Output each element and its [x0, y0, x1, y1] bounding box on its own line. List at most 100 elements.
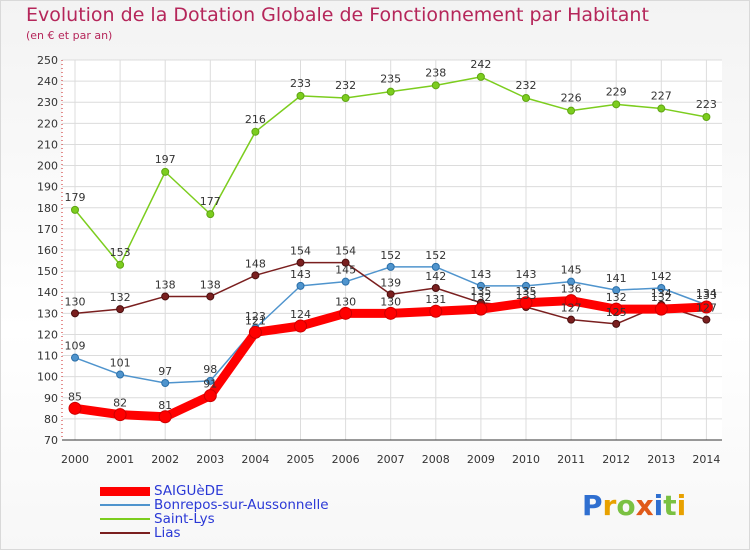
- y-tick-label: 100: [37, 371, 58, 384]
- data-label-lias: 138: [200, 278, 221, 291]
- data-point-lias: [116, 305, 125, 314]
- chart-title: Evolution de la Dotation Globale de Fonc…: [26, 4, 649, 26]
- data-point-lias: [296, 258, 305, 267]
- legend-item-lias: Lias: [100, 525, 329, 541]
- data-point-saint-lys: [431, 81, 440, 90]
- data-point-lias: [161, 292, 170, 301]
- data-label-saigu-de: 85: [68, 390, 82, 403]
- legend-item-bonrepos-sur-aussonnelle: Bonrepos-sur-Aussonnelle: [100, 497, 329, 513]
- data-label-bonrepos-sur-aussonnelle: 143: [290, 268, 311, 281]
- chart-legend: SAIGUèDE Bonrepos-sur-Aussonnelle Saint-Ly…: [100, 483, 329, 541]
- x-tick-label: 2006: [332, 453, 360, 466]
- data-point-lias: [431, 284, 440, 292]
- legend-label: Lias: [154, 525, 181, 541]
- data-label-saint-lys: 223: [696, 98, 717, 111]
- y-tick-label: 120: [37, 328, 58, 341]
- data-label-saigu-de: 91: [203, 378, 217, 391]
- data-point-lias: [702, 315, 711, 324]
- data-label-bonrepos-sur-aussonnelle: 145: [335, 264, 356, 277]
- x-tick-label: 2010: [512, 453, 540, 466]
- x-tick-label: 2000: [61, 453, 89, 466]
- data-point-bonrepos-sur-aussonnelle: [386, 262, 395, 271]
- legend-swatch: [100, 486, 150, 496]
- x-tick-label: 2003: [196, 453, 224, 466]
- data-point-saigu-de: [68, 401, 82, 415]
- data-label-saint-lys: 179: [65, 191, 86, 204]
- y-tick-label: 80: [44, 413, 58, 426]
- logo-letter: x: [635, 489, 654, 522]
- data-label-saint-lys: 229: [606, 85, 627, 98]
- data-point-saigu-de: [699, 300, 713, 314]
- data-label-saint-lys: 242: [470, 58, 491, 71]
- data-label-saint-lys: 235: [380, 73, 401, 86]
- y-tick-label: 240: [37, 75, 58, 88]
- data-point-saigu-de: [294, 319, 307, 333]
- data-label-bonrepos-sur-aussonnelle: 123: [245, 310, 266, 323]
- data-label-saigu-de: 136: [561, 283, 582, 296]
- data-label-saint-lys: 153: [110, 246, 131, 259]
- data-label-saigu-de: 121: [245, 314, 266, 327]
- data-point-saint-lys: [71, 205, 79, 214]
- x-tick-label: 2007: [377, 453, 405, 466]
- legend-item-saigu-de: SAIGUèDE: [100, 483, 329, 499]
- data-point-saint-lys: [251, 127, 260, 136]
- data-point-bonrepos-sur-aussonnelle: [657, 284, 666, 292]
- y-tick-label: 110: [37, 350, 58, 363]
- data-label-bonrepos-sur-aussonnelle: 98: [203, 363, 217, 376]
- data-point-lias: [71, 309, 79, 318]
- data-point-bonrepos-sur-aussonnelle: [612, 286, 621, 295]
- data-label-saint-lys: 216: [245, 113, 266, 126]
- data-label-lias: 138: [155, 278, 176, 291]
- data-label-saint-lys: 226: [561, 92, 582, 105]
- data-label-saigu-de: 132: [606, 291, 627, 304]
- data-label-saigu-de: 82: [113, 397, 127, 410]
- data-label-lias: 127: [696, 302, 717, 315]
- data-point-bonrepos-sur-aussonnelle: [567, 277, 576, 286]
- logo-letter: i: [653, 489, 664, 522]
- data-point-saigu-de: [339, 306, 353, 320]
- data-label-lias: 142: [425, 270, 446, 283]
- data-point-bonrepos-sur-aussonnelle: [71, 353, 79, 362]
- legend-swatch: [100, 532, 150, 534]
- data-label-saigu-de: 132: [470, 291, 491, 304]
- data-label-saigu-de: 132: [651, 291, 672, 304]
- y-tick-label: 140: [37, 286, 58, 299]
- data-label-saint-lys: 233: [290, 77, 311, 90]
- data-point-saint-lys: [702, 113, 711, 121]
- proxiti-logo: Proxiti: [582, 489, 686, 522]
- logo-letter: o: [616, 489, 636, 522]
- data-label-lias: 130: [65, 295, 86, 308]
- data-point-lias: [612, 319, 621, 328]
- logo-letter: r: [602, 489, 617, 522]
- data-label-bonrepos-sur-aussonnelle: 101: [110, 357, 131, 370]
- data-label-saint-lys: 232: [516, 79, 537, 92]
- y-tick-label: 230: [37, 96, 58, 109]
- data-point-saint-lys: [522, 94, 530, 102]
- x-tick-label: 2004: [241, 453, 269, 466]
- data-point-saint-lys: [296, 91, 305, 100]
- data-point-saint-lys: [386, 87, 395, 96]
- data-label-saigu-de: 130: [335, 295, 356, 308]
- data-label-lias: 139: [380, 276, 401, 289]
- data-label-bonrepos-sur-aussonnelle: 97: [158, 365, 172, 378]
- y-tick-label: 180: [37, 202, 58, 215]
- data-point-bonrepos-sur-aussonnelle: [296, 281, 305, 290]
- x-tick-label: 2013: [647, 453, 675, 466]
- data-point-saigu-de: [429, 304, 443, 318]
- data-label-lias: 125: [606, 306, 627, 319]
- y-tick-label: 250: [37, 54, 58, 67]
- data-point-saigu-de: [474, 302, 488, 316]
- data-point-saint-lys: [341, 94, 350, 102]
- data-point-lias: [341, 258, 350, 267]
- data-point-lias: [206, 292, 215, 301]
- y-tick-label: 130: [37, 307, 58, 320]
- x-tick-label: 2011: [557, 453, 585, 466]
- data-label-lias: 132: [110, 291, 131, 304]
- legend-label: Bonrepos-sur-Aussonnelle: [154, 497, 329, 513]
- data-point-lias: [386, 290, 395, 299]
- data-point-saigu-de: [158, 410, 172, 424]
- logo-letter: i: [676, 489, 687, 522]
- data-label-saint-lys: 227: [651, 90, 672, 103]
- data-label-saigu-de: 124: [290, 308, 311, 321]
